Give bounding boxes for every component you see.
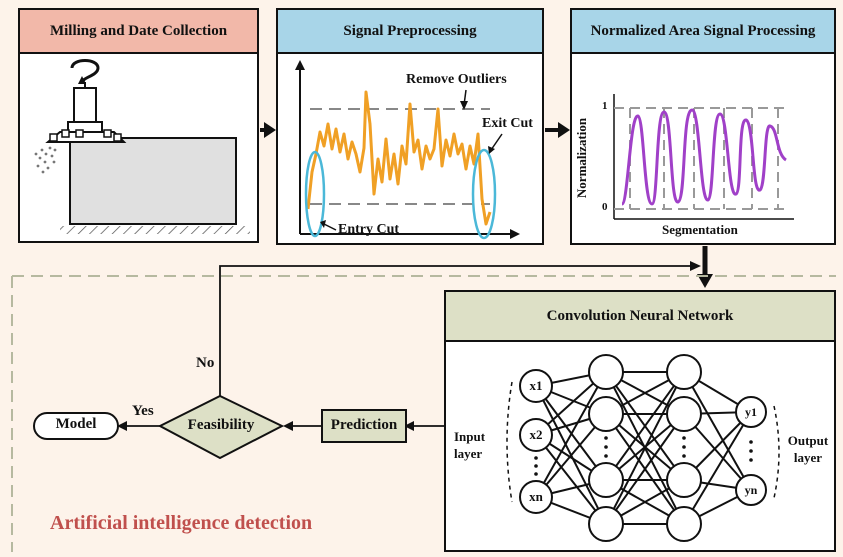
- output-node-yn: [735, 474, 767, 506]
- entry-cut-ellipse: [304, 150, 326, 238]
- normalized-tick-1: 1: [602, 100, 608, 112]
- hidden2-node: [666, 506, 702, 542]
- input-node-xn-label: xn: [529, 489, 543, 504]
- panel-milling-title: Milling and Date Collection: [20, 10, 257, 54]
- input-node-xn: [519, 480, 553, 514]
- remove-outliers-label: Remove Outliers: [406, 72, 507, 87]
- entry-cut-label: Entry Cut: [338, 222, 400, 237]
- signal-plot: [295, 60, 520, 240]
- arrow-prediction-to-feasibility: [283, 421, 293, 431]
- arrow-milling-to-preprocessing: [264, 122, 276, 138]
- panel-normalized-title: Normalized Area Signal Processing: [572, 10, 834, 54]
- feasibility-label: Feasibility: [187, 417, 255, 433]
- ground-hatch: [60, 226, 250, 234]
- area-signal-line: [620, 108, 788, 206]
- exit-cut-ellipse: [471, 148, 497, 240]
- hidden1-node: [588, 396, 624, 432]
- panel-cnn-title: Convolution Neural Network: [446, 292, 834, 342]
- hidden2-node: [666, 396, 702, 432]
- workpiece: [69, 137, 237, 225]
- input-node-x1-label: x1: [529, 378, 543, 393]
- panel-preprocessing-title: Signal Preprocessing: [278, 10, 542, 54]
- exit-cut-label: Exit Cut: [482, 116, 533, 131]
- panel-normalized: Normalized Area Signal Processing 1 0 No…: [570, 8, 836, 245]
- output-layer-label: Output layer: [787, 433, 829, 465]
- hidden2-node: [666, 462, 702, 498]
- arrow-feasibility-to-model: [117, 421, 127, 431]
- normalized-x-axis-label: Segmentation: [662, 222, 738, 237]
- output-node-y1-label: y1: [745, 405, 757, 419]
- hidden1-node: [588, 354, 624, 390]
- arrow-no-feedback: [690, 261, 701, 271]
- arrow-preprocessing-to-normalized: [558, 122, 570, 138]
- no-label: No: [196, 355, 215, 371]
- input-node-x1: [519, 369, 553, 403]
- chips: [34, 146, 57, 174]
- milling-machine-illustration: [34, 59, 250, 234]
- panel-preprocessing: Signal Preprocessing Remove Outliers Exi…: [276, 8, 544, 245]
- arrow-normalized-to-cnn: [697, 274, 713, 288]
- feasibility-diamond: [157, 394, 285, 460]
- nn-edges: [535, 371, 752, 525]
- output-node-y1: [735, 396, 767, 428]
- yes-label: Yes: [132, 403, 154, 419]
- panel-cnn: Convolution Neural Network: [444, 290, 836, 552]
- input-brace: [506, 381, 513, 503]
- input-layer-label: Input layer: [454, 429, 486, 461]
- hidden1-node: [588, 462, 624, 498]
- normalized-tick-0: 0: [602, 201, 608, 213]
- prediction-box: [321, 409, 407, 443]
- section-label: Artificial intelligence detection: [50, 512, 313, 534]
- normalized-plot: [613, 94, 794, 220]
- panel-milling: Milling and Date Collection: [18, 8, 259, 243]
- model-terminator: [33, 412, 119, 440]
- model-label: Model: [55, 416, 97, 432]
- raw-signal-line: [306, 90, 492, 226]
- no-feedback-line: [219, 265, 693, 396]
- arrow-cnn-to-prediction: [404, 421, 414, 431]
- neural-network-diagram: [506, 354, 780, 542]
- input-node-x2-label: x2: [529, 427, 543, 442]
- input-node-x2: [519, 418, 553, 452]
- hidden2-node: [666, 354, 702, 390]
- prediction-label: Prediction: [330, 417, 398, 433]
- hidden1-node: [588, 506, 624, 542]
- output-brace: [773, 405, 780, 499]
- rotation-arrow-icon: [70, 59, 100, 84]
- output-node-yn-label: yn: [744, 483, 758, 497]
